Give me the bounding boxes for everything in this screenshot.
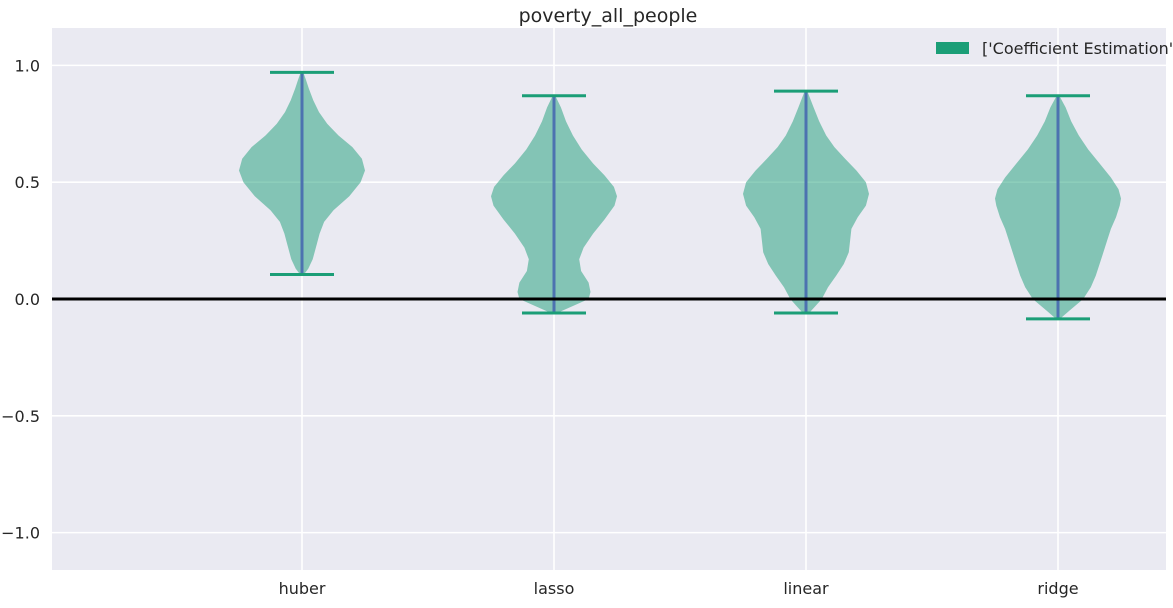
x-tick-label-huber: huber bbox=[279, 579, 326, 598]
violin-bodies bbox=[239, 70, 1121, 321]
legend: ['Coefficient Estimation'] bbox=[936, 39, 1173, 58]
y-tick-label-1: −0.5 bbox=[1, 407, 40, 426]
x-tick-labels: huber lasso linear ridge bbox=[279, 579, 1079, 598]
violin-lasso bbox=[491, 94, 617, 315]
legend-label: ['Coefficient Estimation'] bbox=[982, 39, 1173, 58]
x-tick-label-ridge: ridge bbox=[1037, 579, 1078, 598]
y-tick-label-3: 0.5 bbox=[15, 173, 40, 192]
x-tick-label-linear: linear bbox=[783, 579, 829, 598]
violin-linear bbox=[743, 89, 869, 315]
legend-swatch bbox=[936, 42, 969, 54]
violin-huber bbox=[239, 70, 365, 276]
chart-title: poverty_all_people bbox=[519, 5, 698, 27]
x-tick-label-lasso: lasso bbox=[534, 579, 575, 598]
y-tick-label-4: 1.0 bbox=[15, 56, 40, 75]
y-tick-labels: −1.0 −0.5 0.0 0.5 1.0 bbox=[1, 56, 40, 542]
violin-ridge bbox=[995, 94, 1121, 321]
y-tick-label-2: 0.0 bbox=[15, 290, 40, 309]
y-tick-label-0: −1.0 bbox=[1, 524, 40, 543]
